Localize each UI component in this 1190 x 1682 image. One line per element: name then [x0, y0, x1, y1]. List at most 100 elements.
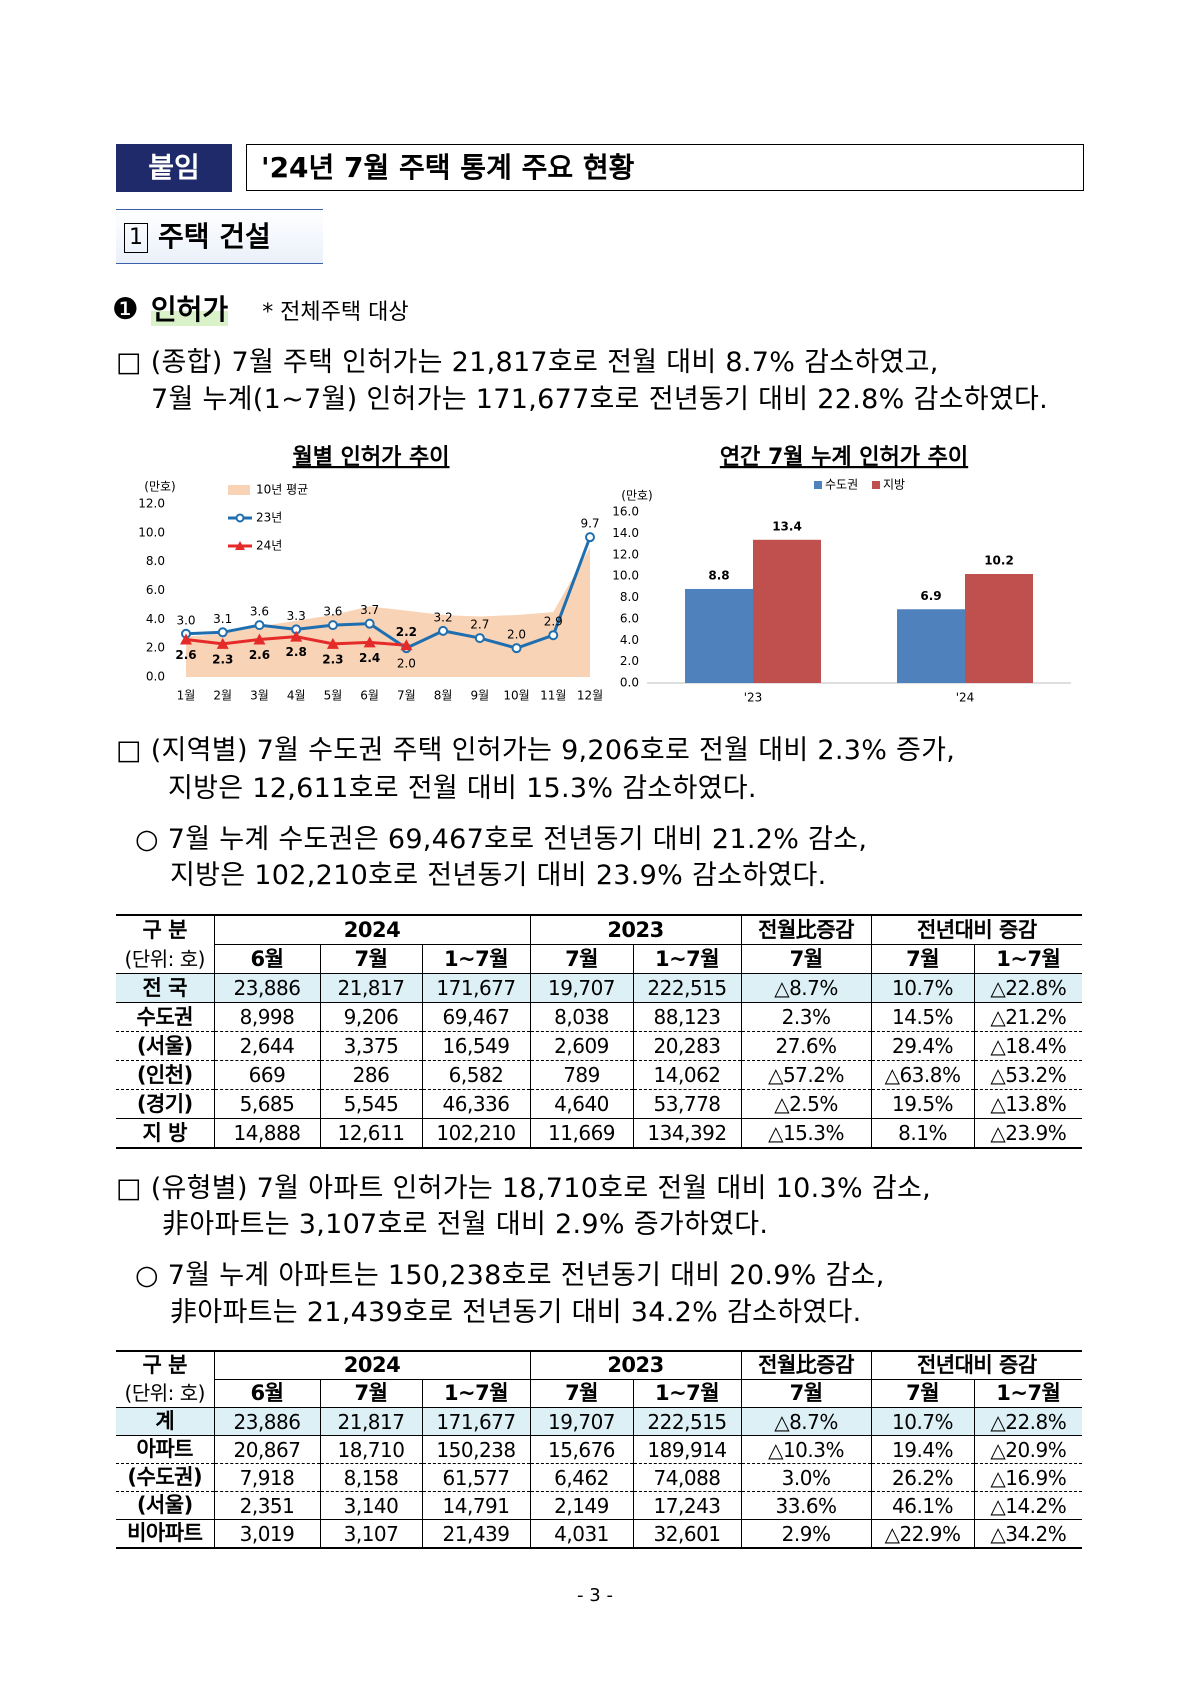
area — [186, 547, 590, 677]
table-cell: 19,707 — [529, 1407, 634, 1436]
data-label: 2.3 — [322, 652, 343, 666]
header-row: 구 분 2024 2023 전월比증감 전년대비 증감 — [116, 1350, 1083, 1380]
header-cell: 7월 — [319, 944, 423, 974]
header-cell: 1~7월 — [632, 1379, 742, 1408]
legend-swatch — [814, 481, 822, 489]
data-table: 구 분 2024 2023 전월比증감 전년대비 증감 (단위: 호) 6월 7월 1~7월 7월… — [116, 1350, 1083, 1549]
data-label: 9.7 — [580, 517, 599, 531]
table-row: 계 23,886 21,817 171,677 19,707 222,515 △8.7% 10… — [116, 1407, 1083, 1436]
marker — [327, 620, 338, 631]
subsection-heading: ❶ 인허가 * 전체주택 대상 — [112, 292, 409, 331]
table-cell: 21,439 — [421, 1519, 531, 1549]
row-label: (서울) — [116, 1491, 215, 1520]
table-cell: 2,609 — [529, 1031, 634, 1061]
y-tick-label: 10.0 — [138, 525, 165, 539]
header-cell: 2023 — [529, 914, 742, 945]
header-cell: 7월 — [529, 1379, 634, 1408]
paragraph-line: 지방은 12,611호로 전월 대비 15.3% 감소하였다. — [168, 773, 757, 804]
data-label: 3.0 — [176, 613, 195, 627]
legend-label: 지방 — [883, 478, 905, 492]
table-cell: 10.7% — [870, 1407, 975, 1436]
table-cell: 3,019 — [213, 1519, 321, 1549]
header-cell: 6월 — [213, 944, 321, 974]
legend-swatch — [872, 481, 880, 489]
attachment-tag: 붙임 — [116, 144, 232, 192]
table-cell: 17,243 — [632, 1491, 742, 1520]
table-cell: 32,601 — [632, 1519, 742, 1549]
table-body: 구 분 2024 2023 전월比증감 전년대비 증감 (단위: 호) 6월 7월 1~7월 7월… — [116, 1350, 1083, 1549]
header-cell: 7월 — [529, 944, 634, 974]
paragraph-line: 7월 누계(1~7월) 인허가는 171,677호로 전년동기 대비 22.8%… — [151, 384, 1049, 415]
table-cell: △63.8% — [870, 1060, 975, 1090]
x-tick-label: 3월 — [250, 689, 269, 703]
table-cell: 14.5% — [870, 1002, 975, 1032]
table-cell: 669 — [213, 1060, 321, 1090]
x-tick-label: 12월 — [577, 689, 603, 703]
x-tick-label: 9월 — [470, 689, 489, 703]
x-tick-label: 2월 — [213, 689, 232, 703]
table-cell: 102,210 — [421, 1118, 531, 1149]
data-label: 10.2 — [984, 553, 1014, 567]
table-cell: △15.3% — [740, 1118, 872, 1149]
y-tick-label: 2.0 — [146, 641, 165, 655]
section-heading: 1 주택 건설 — [116, 209, 323, 264]
row-label: (서울) — [116, 1031, 215, 1061]
data-label: 6.9 — [920, 589, 941, 603]
header-cell: 전월比증감 — [740, 1350, 872, 1380]
table-cell: 23,886 — [213, 973, 321, 1003]
table-cell: 2.3% — [740, 1002, 872, 1032]
header-cell: 2024 — [213, 1350, 531, 1380]
table-cell: △8.7% — [740, 973, 872, 1003]
marker — [400, 639, 413, 651]
table-row: (서울) 2,644 3,375 16,549 2,609 20,283 27.6% 29.4… — [116, 1031, 1083, 1061]
header-cell: 1~7월 — [632, 944, 742, 974]
table-cell: 2.9% — [740, 1519, 872, 1549]
x-tick-label: 4월 — [287, 689, 306, 703]
x-tick-label: '23 — [744, 691, 763, 705]
header-cell: 구 분 — [116, 914, 215, 945]
marker — [326, 637, 339, 649]
header-cell: 전년대비 증감 — [870, 1350, 1083, 1380]
row-label: 비아파트 — [116, 1519, 215, 1549]
data-label: 2.2 — [396, 625, 417, 639]
data-label: 2.9 — [544, 615, 563, 629]
y-tick-label: 6.0 — [146, 583, 165, 597]
x-tick-label: 5월 — [324, 689, 343, 703]
table-cell: 134,392 — [632, 1118, 742, 1149]
table-cell: 19.4% — [870, 1435, 975, 1464]
y-tick-label: 8.0 — [620, 590, 639, 604]
table-cell: △57.2% — [740, 1060, 872, 1090]
table-cell: 20,867 — [213, 1435, 321, 1464]
table-cell: △10.3% — [740, 1435, 872, 1464]
charts: 월별 인허가 추이 (만호) 0.0 2.0 4.0 6.0 8.0 10.0 12.0 1월 2월… — [138, 445, 1071, 705]
marker — [548, 630, 559, 641]
y-tick-label: 4.0 — [146, 612, 165, 626]
marker — [363, 636, 376, 648]
header-cell: (단위: 호) — [116, 1379, 215, 1408]
data-label: 2.0 — [507, 628, 526, 642]
table-cell: 2,644 — [213, 1031, 321, 1061]
data-label: 2.3 — [212, 652, 233, 666]
row-label: 전 국 — [116, 973, 215, 1003]
section-title: 주택 건설 — [158, 220, 271, 253]
table-cell: △13.8% — [973, 1089, 1083, 1119]
table-cell: 20,283 — [632, 1031, 742, 1061]
table-cell: △8.7% — [740, 1407, 872, 1436]
row-label: 아파트 — [116, 1435, 215, 1464]
marker — [253, 633, 266, 645]
table-cell: △16.9% — [973, 1463, 1083, 1492]
header-cell: 전년대비 증감 — [870, 914, 1083, 945]
table-row: 아파트 20,867 18,710 150,238 15,676 189,914 △10.3… — [116, 1435, 1083, 1464]
table-cell: △22.8% — [973, 973, 1083, 1003]
table-cell: 8,998 — [213, 1002, 321, 1032]
y-tick-label: 12.0 — [612, 547, 639, 561]
table-row: (수도권) 7,918 8,158 61,577 6,462 74,088 3.0% 26.2… — [116, 1463, 1083, 1492]
header-cell: 1~7월 — [421, 1379, 531, 1408]
x-tick-label: '24 — [956, 691, 975, 705]
table-cell: 15,676 — [529, 1435, 634, 1464]
table-cell: 18,710 — [319, 1435, 423, 1464]
header-row: (단위: 호) 6월 7월 1~7월 7월 1~7월 7월 7월 1~7월 — [116, 944, 1083, 974]
table-cell: 53,778 — [632, 1089, 742, 1119]
table-cell: 46,336 — [421, 1089, 531, 1119]
